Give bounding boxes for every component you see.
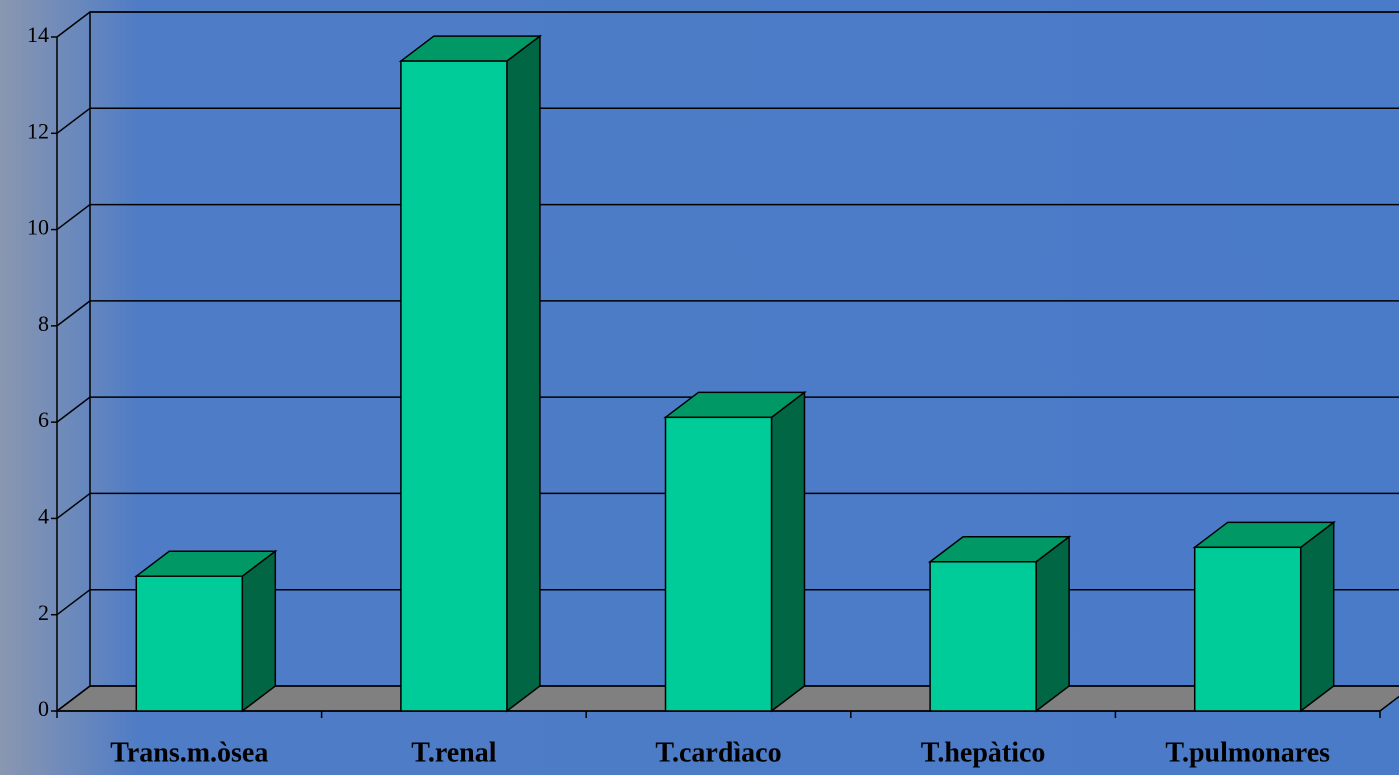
x-tick-label: T.renal xyxy=(411,737,497,768)
bar xyxy=(930,562,1036,711)
bar-side xyxy=(1036,537,1069,711)
y-tick-label: 2 xyxy=(38,600,49,625)
bar xyxy=(401,61,507,711)
bar-side xyxy=(772,392,805,711)
y-tick-label: 10 xyxy=(27,215,49,240)
y-tick-label: 12 xyxy=(27,118,49,143)
y-tick-label: 8 xyxy=(38,311,49,336)
bar-side xyxy=(242,551,275,711)
y-tick-label: 14 xyxy=(27,22,49,47)
y-tick-label: 4 xyxy=(38,503,49,528)
chart: 0 2 4 6 8 10 12 14 Trans.m.òsea T.renal T.cardìaco… xyxy=(0,0,1399,775)
page: 0 2 4 6 8 10 12 14 Trans.m.òsea T.renal T.cardìaco… xyxy=(0,0,1399,775)
bar xyxy=(1195,547,1301,711)
x-tick-label: T.hepàtico xyxy=(921,737,1046,768)
y-tick-label: 6 xyxy=(38,407,49,432)
bar-side xyxy=(1301,522,1334,711)
x-tick-label: T.cardìaco xyxy=(655,737,781,768)
y-tick-label: 0 xyxy=(38,696,49,721)
bar-side xyxy=(507,36,540,711)
x-tick-label: T.pulmonares xyxy=(1165,737,1330,768)
x-tick-label: Trans.m.òsea xyxy=(110,737,268,768)
bar xyxy=(666,417,772,711)
bar xyxy=(136,576,242,711)
